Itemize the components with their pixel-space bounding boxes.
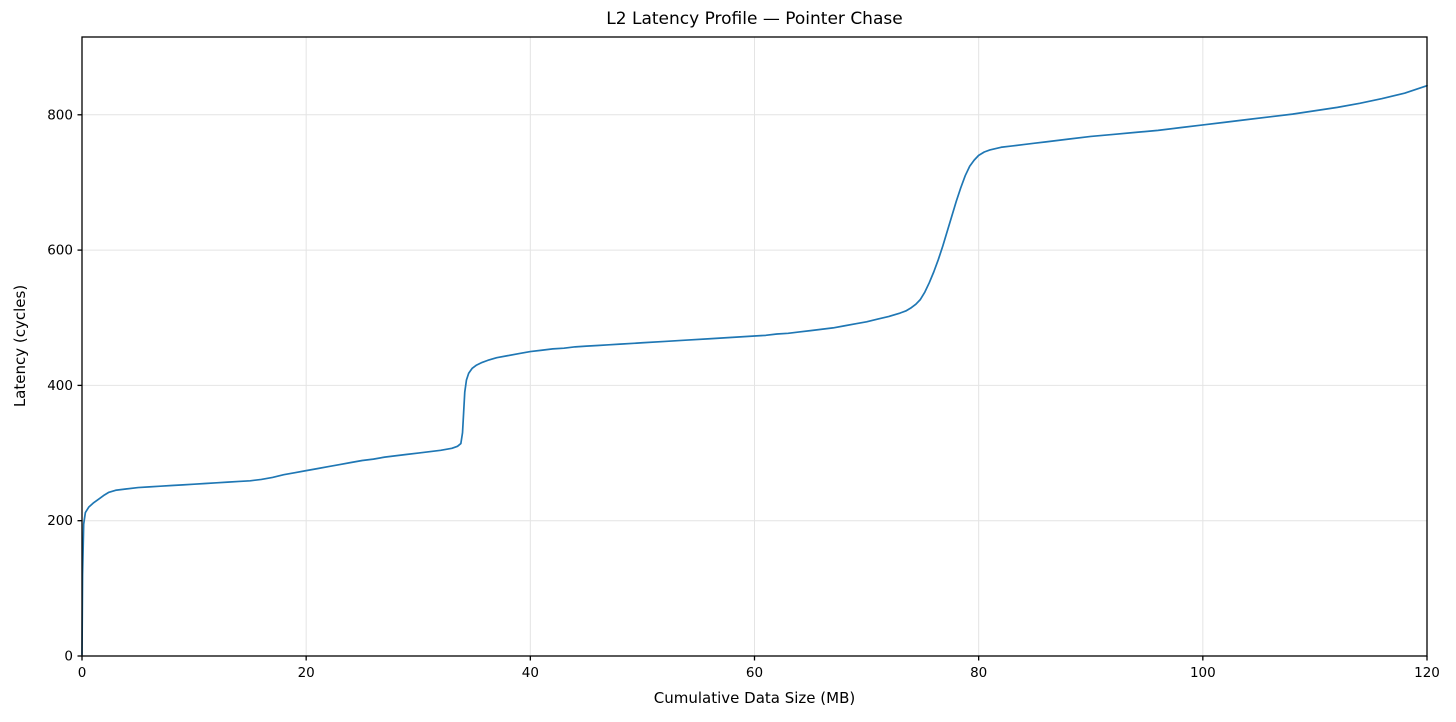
x-tick-label: 60 [746, 665, 763, 681]
x-tick-label: 0 [78, 665, 87, 681]
series-line-latency [81, 84, 1428, 656]
y-tick-label: 200 [47, 513, 73, 529]
chart-title: L2 Latency Profile — Pointer Chase [606, 9, 903, 29]
x-tick-label: 120 [1414, 665, 1440, 681]
y-tick-label: 600 [47, 243, 73, 259]
x-tick-label: 100 [1190, 665, 1216, 681]
x-tick-label: 80 [970, 665, 987, 681]
x-tick-label: 20 [298, 665, 315, 681]
y-tick-label: 800 [47, 107, 73, 123]
y-tick-label: 0 [64, 649, 73, 665]
y-tick-label: 400 [47, 378, 73, 394]
x-tick-label: 40 [522, 665, 539, 681]
x-axis-label: Cumulative Data Size (MB) [653, 689, 856, 707]
